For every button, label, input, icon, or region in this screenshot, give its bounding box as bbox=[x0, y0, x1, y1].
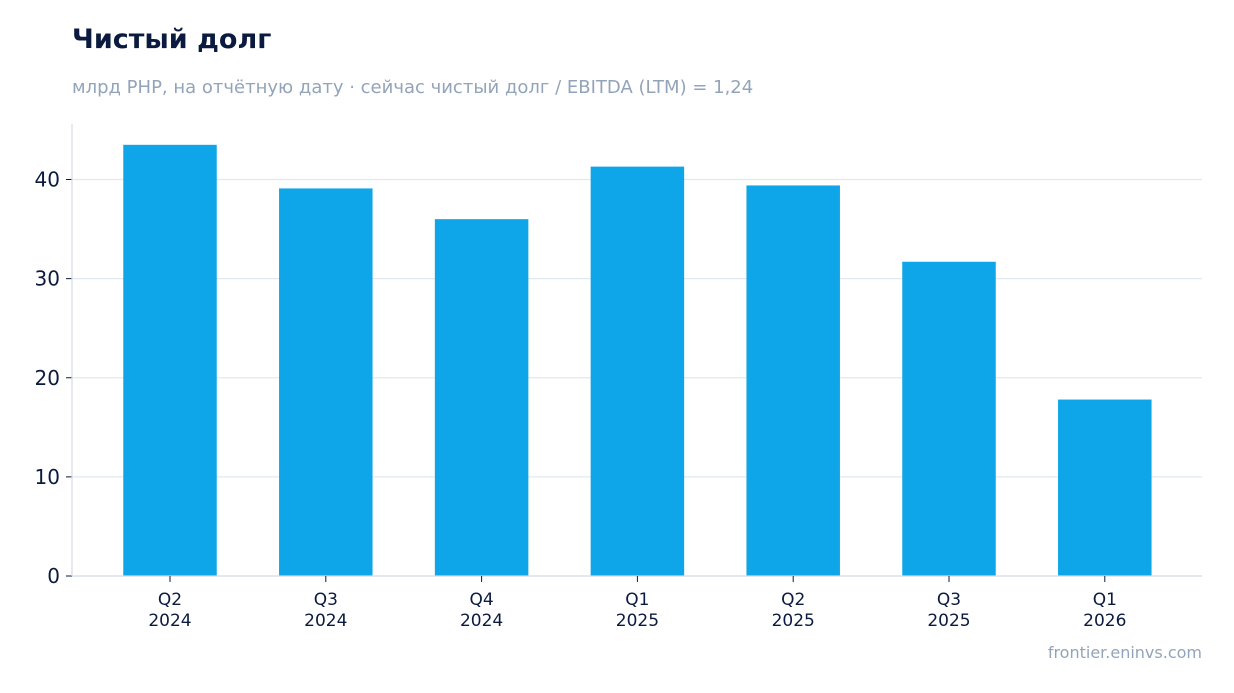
x-tick-label-quarter: Q1 bbox=[1093, 590, 1117, 610]
chart-title: Чистый долг bbox=[72, 24, 272, 55]
x-tick-label-year: 2026 bbox=[1083, 611, 1126, 631]
x-tick-label-quarter: Q1 bbox=[625, 590, 649, 610]
y-tick-label: 10 bbox=[35, 465, 60, 489]
x-tick-label-year: 2024 bbox=[460, 611, 503, 631]
source-note: frontier.eninvs.com bbox=[1047, 643, 1202, 662]
y-tick-label: 40 bbox=[35, 168, 60, 192]
x-tick-label-year: 2024 bbox=[304, 611, 347, 631]
axis-layer: 010203040Q22024Q32024Q42024Q12025Q22025Q… bbox=[35, 124, 1202, 631]
chart-subtitle: млрд PHP, на отчётную дату · сейчас чист… bbox=[72, 77, 754, 98]
bar bbox=[279, 188, 373, 577]
x-tick-label-quarter: Q3 bbox=[314, 590, 338, 610]
x-tick-label-quarter: Q2 bbox=[781, 590, 805, 610]
y-tick-label: 0 bbox=[47, 564, 60, 588]
y-tick-label: 30 bbox=[35, 267, 60, 291]
y-tick-label: 20 bbox=[35, 366, 60, 390]
x-tick-label-quarter: Q3 bbox=[937, 590, 961, 610]
x-tick-label-year: 2024 bbox=[148, 611, 191, 631]
bar bbox=[590, 166, 685, 576]
bar bbox=[746, 185, 840, 576]
x-tick-label-year: 2025 bbox=[616, 611, 659, 631]
bar bbox=[123, 144, 217, 576]
bar bbox=[434, 219, 529, 576]
bar-layer bbox=[123, 144, 1152, 577]
x-tick-label-year: 2025 bbox=[927, 611, 970, 631]
x-tick-label-year: 2025 bbox=[772, 611, 815, 631]
x-tick-label-quarter: Q2 bbox=[158, 590, 182, 610]
bar bbox=[902, 261, 996, 576]
x-tick-label-quarter: Q4 bbox=[469, 590, 493, 610]
bar bbox=[1058, 399, 1152, 576]
